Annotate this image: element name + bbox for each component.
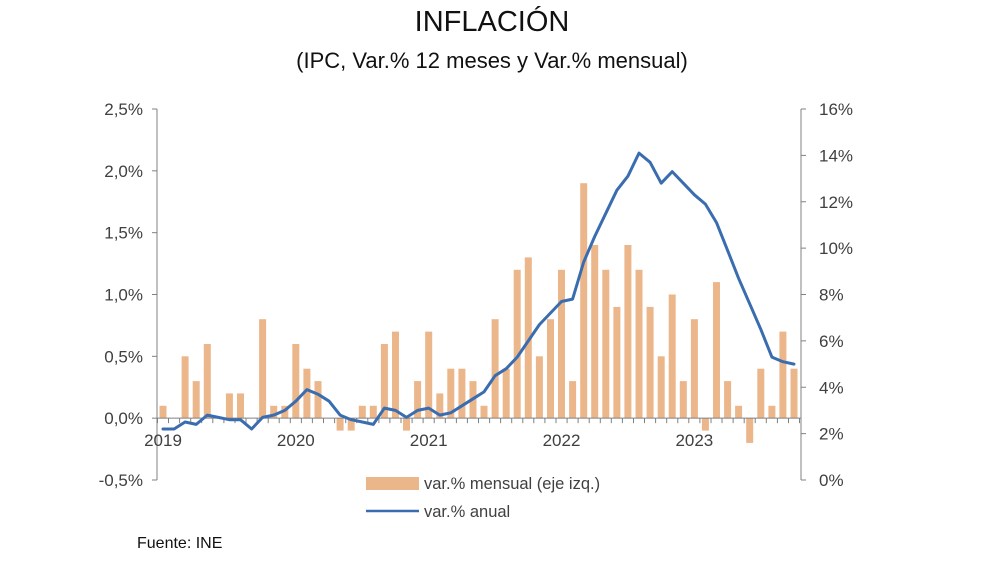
bar-monthly bbox=[259, 319, 267, 419]
bar-monthly bbox=[735, 405, 743, 419]
bar-monthly bbox=[535, 356, 543, 419]
bar-monthly bbox=[657, 356, 665, 419]
x-axis-tick-label: 2020 bbox=[277, 431, 315, 450]
right-axis-tick-label: 2% bbox=[819, 425, 844, 444]
bar-monthly bbox=[414, 381, 422, 419]
bar-monthly bbox=[491, 319, 499, 419]
tick-labels: -0,5% 0,0% 0,5% 1,0% 1,5% 2,0% 2,5% 0% 2% 4% 6% 8% 1… bbox=[99, 100, 853, 490]
source-note: Fuente: INE bbox=[137, 535, 223, 552]
bar-monthly bbox=[602, 269, 610, 419]
right-axis-tick-label: 6% bbox=[819, 332, 844, 351]
legend-swatch-monthly bbox=[366, 477, 419, 490]
bar-monthly bbox=[591, 245, 599, 419]
bar-monthly bbox=[713, 282, 720, 419]
bar-monthly bbox=[403, 418, 410, 431]
chart-subtitle: (IPC, Var.% 12 meses y Var.% mensual) bbox=[296, 48, 688, 73]
bar-monthly bbox=[314, 381, 322, 419]
x-axis-tick-label: 2023 bbox=[675, 431, 713, 450]
left-axis-tick-label: 2,5% bbox=[104, 100, 143, 119]
bar-monthly bbox=[225, 393, 233, 419]
bar-monthly bbox=[436, 393, 444, 419]
bar-monthly bbox=[746, 418, 754, 443]
bar-monthly bbox=[635, 269, 643, 419]
line-series-annual bbox=[161, 151, 796, 431]
bar-monthly bbox=[303, 368, 311, 419]
x-axis-tick-label: 2019 bbox=[144, 431, 182, 450]
left-axis-tick-label: 1,0% bbox=[104, 286, 143, 305]
bar-monthly bbox=[679, 381, 687, 419]
bar-monthly bbox=[513, 269, 521, 419]
bar-monthly bbox=[613, 306, 621, 419]
bar-monthly bbox=[524, 257, 532, 419]
bar-monthly bbox=[347, 418, 355, 431]
bar-monthly bbox=[547, 319, 554, 419]
bar-monthly bbox=[392, 331, 399, 419]
bar-monthly bbox=[668, 294, 676, 419]
bar-monthly bbox=[646, 306, 654, 419]
right-axis-tick-label: 14% bbox=[819, 146, 853, 165]
bar-monthly bbox=[181, 356, 189, 419]
bar-monthly bbox=[425, 331, 433, 419]
bar-monthly bbox=[292, 344, 300, 419]
bar-monthly bbox=[690, 319, 698, 419]
legend: var.% mensual (eje izq.) var.% anual bbox=[366, 475, 600, 521]
bar-monthly bbox=[358, 405, 366, 419]
legend-label-monthly: var.% mensual (eje izq.) bbox=[424, 475, 600, 493]
left-axis-tick-label: 1,5% bbox=[104, 224, 143, 243]
bar-monthly bbox=[779, 331, 787, 419]
right-axis-tick-label: 16% bbox=[819, 100, 853, 119]
legend-label-annual: var.% anual bbox=[424, 503, 510, 521]
x-axis-tick-label: 2022 bbox=[543, 431, 581, 450]
bar-monthly bbox=[558, 269, 565, 419]
bar-monthly bbox=[480, 405, 488, 419]
bar-monthly bbox=[447, 368, 455, 419]
bar-monthly bbox=[757, 368, 765, 419]
bar-monthly bbox=[237, 393, 244, 419]
left-axis-tick-label: 0,0% bbox=[104, 409, 143, 428]
bar-monthly bbox=[192, 381, 200, 419]
bar-monthly bbox=[270, 405, 278, 419]
right-axis-tick-label: 10% bbox=[819, 239, 853, 258]
line-annual bbox=[161, 151, 796, 431]
bar-monthly bbox=[724, 381, 732, 419]
bar-monthly bbox=[458, 368, 466, 419]
bar-monthly bbox=[790, 368, 798, 419]
left-axis-tick-label: 2,0% bbox=[104, 162, 143, 181]
bar-monthly bbox=[369, 405, 377, 419]
right-axis-tick-label: 0% bbox=[819, 471, 844, 490]
right-axis-tick-label: 12% bbox=[819, 193, 853, 212]
left-axis-tick-label: 0,5% bbox=[104, 347, 143, 366]
bar-series-monthly bbox=[159, 183, 798, 443]
right-axis-tick-label: 8% bbox=[819, 286, 844, 305]
bar-monthly bbox=[203, 344, 211, 419]
bar-monthly bbox=[768, 405, 776, 419]
bar-monthly bbox=[624, 245, 632, 419]
bar-monthly bbox=[336, 418, 344, 431]
bar-monthly bbox=[701, 418, 709, 431]
bar-monthly bbox=[580, 183, 588, 419]
chart-title: INFLACIÓN bbox=[414, 6, 570, 38]
bar-monthly bbox=[380, 344, 388, 419]
bar-monthly bbox=[569, 381, 577, 419]
bar-monthly bbox=[159, 405, 167, 419]
bar-monthly bbox=[502, 368, 510, 419]
right-axis-tick-label: 4% bbox=[819, 378, 844, 397]
x-axis-tick-label: 2021 bbox=[410, 431, 448, 450]
left-axis-tick-label: -0,5% bbox=[99, 471, 143, 490]
